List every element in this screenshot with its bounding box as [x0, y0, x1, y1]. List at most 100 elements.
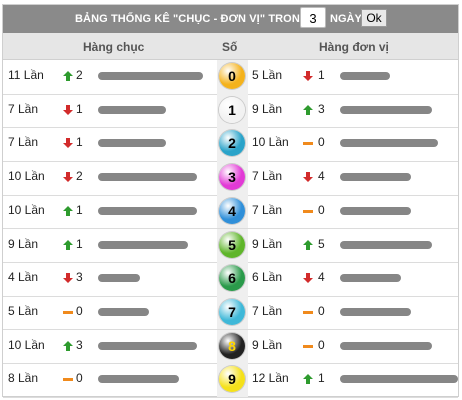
chuc-count: 7 Lần — [8, 101, 39, 116]
arrow-up-icon — [303, 104, 313, 115]
chuc-delta: 2 — [76, 68, 83, 82]
chuc-count: 11 Lần — [8, 68, 44, 82]
arrow-up-icon — [303, 239, 313, 250]
dv-delta: 1 — [318, 68, 325, 82]
dv-count: 10 Lần — [252, 135, 289, 150]
dv-frequency-bar — [340, 341, 432, 350]
table-row: 10 Lần 2 3 7 Lần 4 — [3, 161, 458, 196]
arrow-down-icon — [63, 272, 73, 284]
table-header: Hàng chục Số Hàng đơn vị — [3, 33, 458, 60]
chuc-frequency-bar — [98, 105, 166, 114]
table-row: 7 Lần 1 1 9 Lần 3 — [3, 93, 458, 129]
chuc-count: 10 Lần — [8, 337, 45, 352]
chuc-frequency-bar — [98, 375, 179, 384]
dv-count: 7 Lần — [252, 303, 283, 318]
table-row: 7 Lần 1 2 10 Lần 0 — [3, 127, 458, 162]
table-row: 11 Lần 2 0 5 Lần 1 — [3, 60, 458, 95]
digit-ball-icon: 6 — [219, 265, 245, 292]
table-row: 10 Lần 3 8 9 Lần 0 — [3, 329, 458, 365]
dv-count: 12 Lần — [252, 371, 289, 386]
dv-delta: 0 — [318, 303, 325, 318]
dash-icon — [63, 306, 73, 316]
chuc-delta: 1 — [76, 236, 83, 251]
chuc-delta: 3 — [76, 270, 83, 285]
chuc-count: 4 Lần — [8, 270, 39, 285]
days-label: NGÀY — [330, 13, 362, 25]
dv-frequency-bar — [340, 375, 458, 384]
digit-ball-icon: 1 — [219, 96, 245, 123]
digit-ball-icon: 7 — [219, 298, 245, 325]
dash-icon — [303, 205, 313, 215]
table-row: 5 Lần 0 7 7 Lần 0 — [3, 295, 458, 331]
arrow-up-icon — [63, 70, 73, 81]
dv-count: 7 Lần — [252, 169, 283, 184]
digit-ball-icon: 0 — [219, 63, 245, 89]
chuc-frequency-bar — [98, 307, 149, 316]
digit-label: 0 — [228, 68, 236, 84]
digit-label: 1 — [228, 101, 236, 118]
dv-frequency-bar — [340, 173, 411, 182]
digit-ball-icon: 4 — [219, 197, 245, 224]
arrow-down-icon — [303, 70, 313, 81]
chuc-frequency-bar — [98, 206, 197, 215]
dash-icon — [303, 137, 313, 147]
chuc-delta: 1 — [76, 101, 83, 116]
digit-label: 2 — [228, 135, 236, 152]
arrow-up-icon — [63, 205, 73, 216]
chuc-frequency-bar — [98, 173, 197, 182]
header-hang-don-vi: Hàng đơn vị — [319, 40, 389, 54]
digit-ball-icon: 2 — [219, 130, 245, 157]
dv-count: 9 Lần — [252, 101, 283, 116]
dv-delta: 4 — [318, 270, 325, 285]
chuc-frequency-bar — [98, 341, 197, 350]
chuc-count: 10 Lần — [8, 202, 45, 217]
arrow-down-icon — [63, 104, 73, 115]
arrow-up-icon — [63, 340, 73, 351]
arrow-up-icon — [303, 373, 313, 385]
table-row: 9 Lần 1 5 9 Lần 5 — [3, 228, 458, 263]
digit-ball-icon: 9 — [219, 366, 245, 393]
digit-ball-icon: 5 — [219, 231, 245, 258]
chuc-frequency-bar — [98, 274, 140, 283]
dash-icon — [303, 306, 313, 316]
dv-frequency-bar — [340, 240, 432, 249]
digit-label: 6 — [228, 270, 236, 287]
chuc-count: 7 Lần — [8, 135, 39, 150]
days-input[interactable]: 3 — [300, 7, 326, 28]
dv-delta: 4 — [318, 169, 325, 184]
dv-frequency-bar — [340, 206, 411, 215]
dv-frequency-bar — [340, 307, 411, 316]
dv-count: 5 Lần — [252, 68, 283, 82]
dv-count: 6 Lần — [252, 270, 283, 285]
dv-frequency-bar — [340, 139, 438, 148]
table-row: 10 Lần 1 4 7 Lần 0 — [3, 194, 458, 230]
dv-count: 7 Lần — [252, 202, 283, 217]
chuc-frequency-bar — [98, 139, 166, 148]
chuc-frequency-bar — [98, 72, 203, 80]
dv-frequency-bar — [340, 105, 432, 114]
dv-delta: 0 — [318, 202, 325, 217]
chuc-count: 9 Lần — [8, 236, 39, 251]
table-title: BẢNG THỐNG KÊ "CHỤC - ĐƠN VỊ" TRONG — [75, 13, 309, 25]
dv-delta: 0 — [318, 135, 325, 150]
digit-label: 9 — [228, 371, 236, 388]
dv-frequency-bar — [340, 274, 401, 283]
dv-delta: 3 — [318, 101, 325, 116]
table-row: 8 Lần 0 9 12 Lần 1 — [3, 363, 458, 398]
chuc-delta: 3 — [76, 337, 83, 352]
chuc-frequency-bar — [98, 240, 188, 249]
ok-button[interactable]: Ok — [361, 9, 387, 27]
dv-frequency-bar — [340, 72, 390, 80]
digit-label: 7 — [228, 303, 236, 320]
arrow-up-icon — [63, 239, 73, 250]
digit-label: 3 — [228, 169, 236, 186]
dv-delta: 1 — [318, 371, 325, 386]
statistics-table: BẢNG THỐNG KÊ "CHỤC - ĐƠN VỊ" TRONG 3 NG… — [2, 4, 459, 398]
table-row: 4 Lần 3 6 6 Lần 4 — [3, 262, 458, 297]
arrow-down-icon — [303, 171, 313, 183]
chuc-count: 5 Lần — [8, 303, 39, 318]
chuc-count: 10 Lần — [8, 169, 45, 184]
arrow-down-icon — [63, 137, 73, 149]
dv-delta: 0 — [318, 337, 325, 352]
header-hang-chuc: Hàng chục — [83, 40, 145, 54]
